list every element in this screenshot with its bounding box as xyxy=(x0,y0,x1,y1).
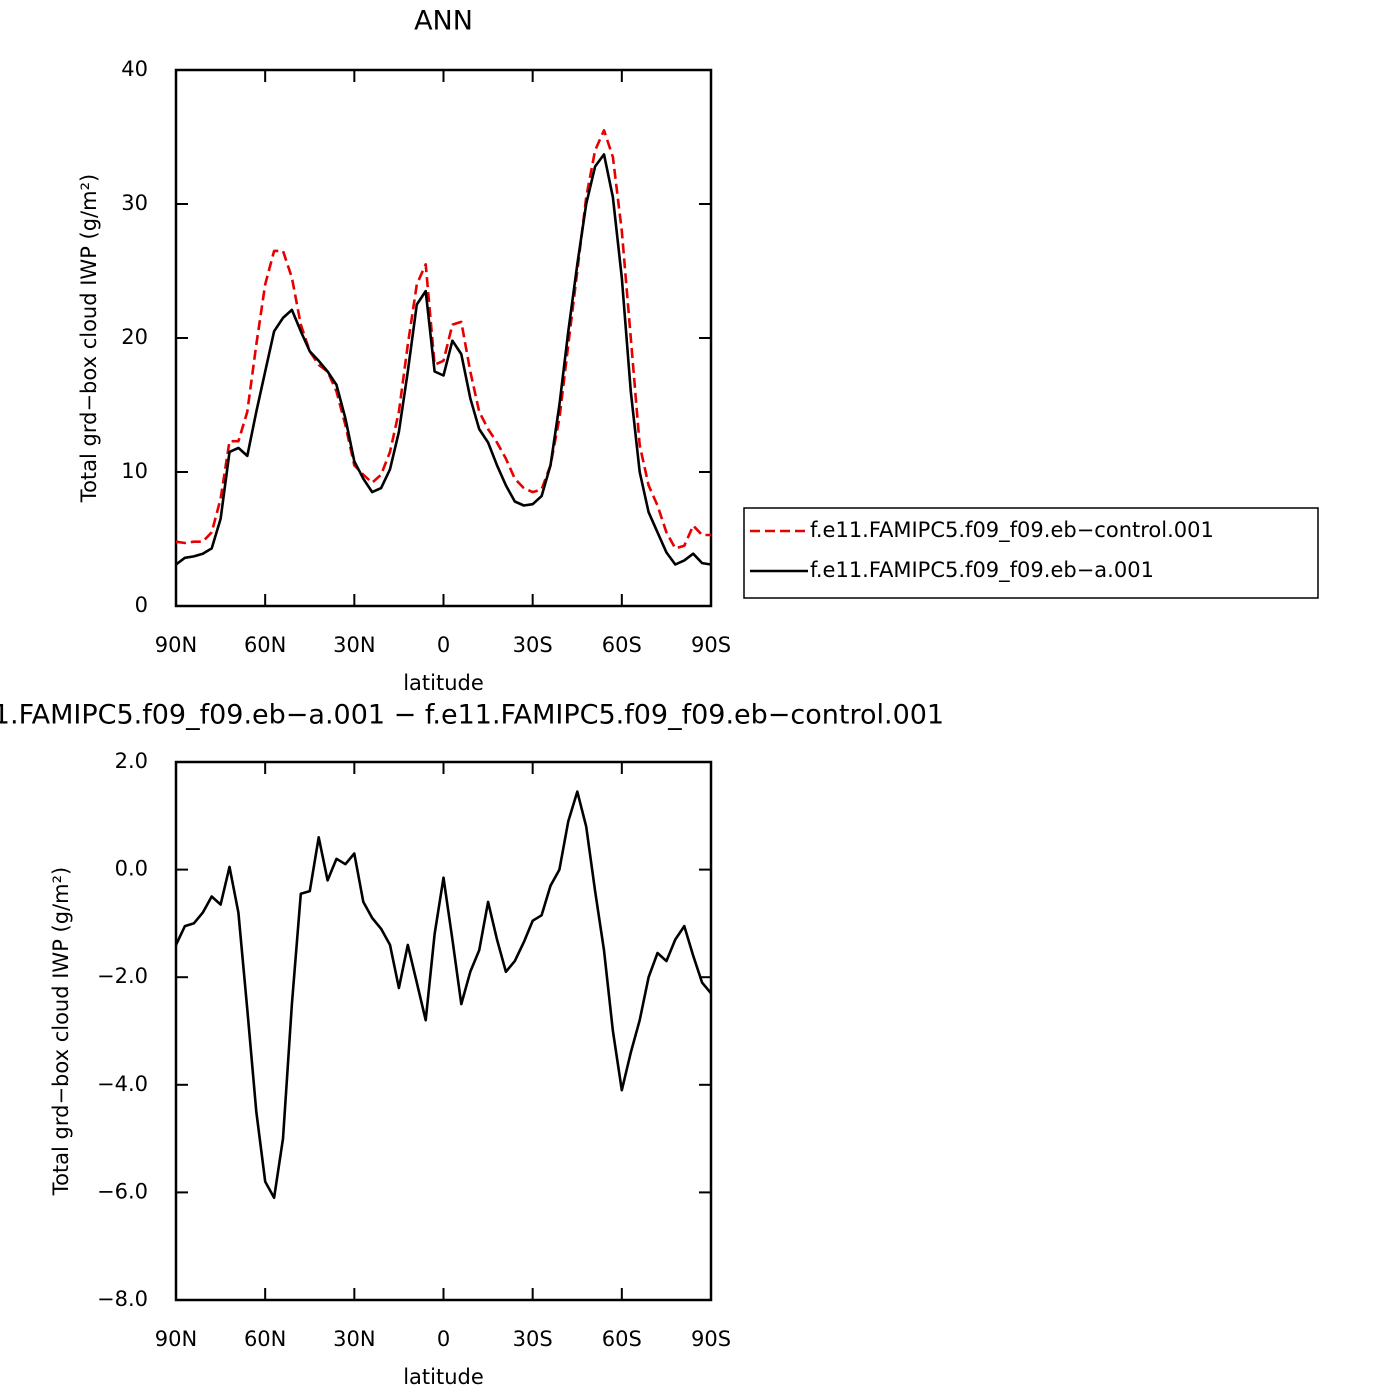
y-tick-label: −4.0 xyxy=(97,1072,148,1096)
x-axis-label: latitude xyxy=(403,671,484,695)
y-axis-label: Total grd−box cloud IWP (g/m²) xyxy=(49,867,73,1196)
plot-frame xyxy=(174,760,713,1302)
chart-title: f.e11.FAMIPC5.f09_f09.eb−a.001 − f.e11.F… xyxy=(0,700,944,731)
y-tick-label: 0.0 xyxy=(115,857,148,881)
x-tick-label: 60S xyxy=(602,1327,642,1351)
legend-box xyxy=(743,507,1319,599)
x-tick-label: 30S xyxy=(513,633,553,657)
x-tick-label: 60N xyxy=(244,633,286,657)
y-tick-label: −6.0 xyxy=(97,1179,148,1203)
x-tick-label: 90S xyxy=(691,633,731,657)
series-line xyxy=(175,153,712,566)
x-tick-label: 30S xyxy=(513,1327,553,1351)
x-tick-label: 90N xyxy=(155,1327,197,1351)
x-tick-label: 90N xyxy=(155,633,197,657)
y-tick-label: 10 xyxy=(121,459,148,483)
y-tick-label: 40 xyxy=(121,57,148,81)
y-axis-label: Total grd−box cloud IWP (g/m²) xyxy=(77,174,101,503)
x-tick-label: 30N xyxy=(333,633,375,657)
y-tick-label: −2.0 xyxy=(97,964,148,988)
x-tick-label: 90S xyxy=(691,1327,731,1351)
y-tick-label: 30 xyxy=(121,191,148,215)
x-tick-label: 60S xyxy=(602,633,642,657)
x-tick-label: 0 xyxy=(437,1327,450,1351)
y-tick-label: −8.0 xyxy=(97,1287,148,1311)
legend-label: f.e11.FAMIPC5.f09_f09.eb−control.001 xyxy=(810,518,1214,543)
y-tick-label: 20 xyxy=(121,325,148,349)
plot-frame xyxy=(174,68,713,608)
series-line xyxy=(174,790,712,1200)
x-tick-label: 0 xyxy=(437,633,450,657)
y-tick-label: 0 xyxy=(135,593,148,617)
x-tick-label: 30N xyxy=(333,1327,375,1351)
chart-title: ANN xyxy=(414,6,473,37)
legend-label: f.e11.FAMIPC5.f09_f09.eb−a.001 xyxy=(810,558,1154,583)
x-axis-label: latitude xyxy=(403,1365,484,1389)
y-tick-label: 2.0 xyxy=(115,749,148,773)
series-line xyxy=(175,129,711,550)
x-tick-label: 60N xyxy=(244,1327,286,1351)
